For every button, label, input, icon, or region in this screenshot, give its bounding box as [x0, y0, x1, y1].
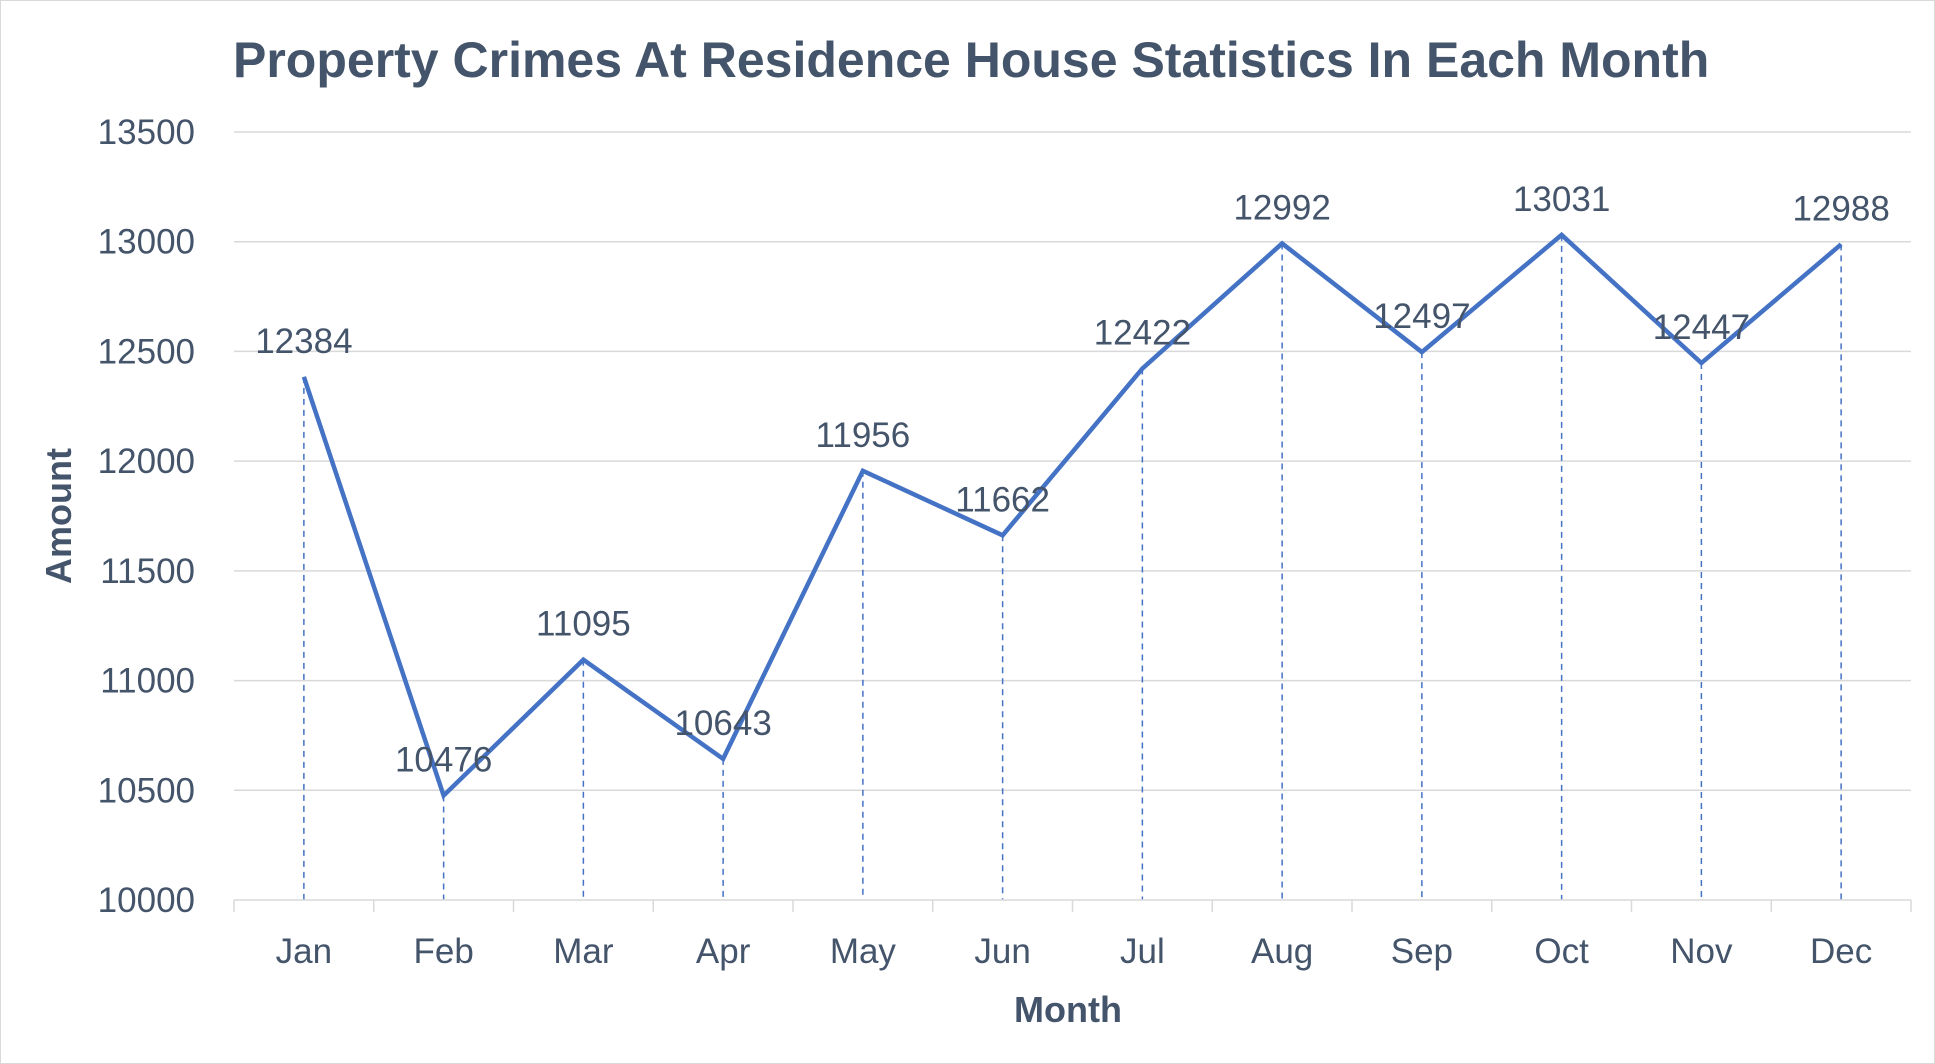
data-label: 11095 — [536, 605, 631, 644]
data-label: 13031 — [1513, 180, 1610, 219]
x-tick-label: Apr — [696, 932, 751, 971]
x-tick-label: Jul — [1120, 932, 1165, 971]
x-tick-label: Jun — [974, 932, 1030, 971]
x-tick-label: Sep — [1391, 932, 1453, 971]
x-tick-label: Aug — [1251, 932, 1313, 971]
data-label: 11956 — [816, 416, 911, 455]
gridlines — [234, 131, 1911, 792]
x-axis-labels: Jan Feb Mar Apr May Jun Jul Aug Sep Oct Nov Dec — [276, 932, 1873, 971]
x-tick-label: Jan — [276, 932, 332, 971]
y-tick-label: 13500 — [98, 113, 195, 152]
x-tick-label: Dec — [1810, 932, 1872, 971]
x-tick-label: May — [830, 932, 897, 971]
data-label: 12422 — [1094, 314, 1191, 353]
y-tick-label: 10000 — [98, 881, 195, 920]
y-tick-label: 12000 — [98, 442, 195, 481]
data-label: 10643 — [674, 704, 771, 743]
y-tick-label: 13000 — [98, 223, 195, 262]
y-axis: 10000 10500 11000 11500 12000 12500 13000 13500 — [98, 113, 195, 920]
data-label: 12497 — [1373, 297, 1470, 336]
data-labels: 12384 10476 11095 10643 11956 11662 12422 12992… — [255, 180, 1890, 780]
y-tick-label: 10500 — [98, 771, 195, 810]
chart-title: Property Crimes At Residence House Stati… — [233, 32, 1709, 88]
data-label: 12447 — [1653, 308, 1750, 347]
x-tick-label: Nov — [1670, 932, 1733, 971]
x-tick-label: Oct — [1534, 932, 1589, 971]
x-tick-label: Mar — [553, 932, 614, 971]
data-label: 12992 — [1233, 188, 1330, 227]
y-axis-title: Amount — [38, 448, 79, 584]
x-axis — [233, 899, 1912, 912]
x-tick-label: Feb — [413, 932, 473, 971]
y-tick-label: 11500 — [100, 552, 195, 591]
data-label: 12384 — [255, 322, 352, 361]
drop-lines — [303, 234, 1842, 900]
data-label: 11662 — [955, 480, 1050, 519]
y-tick-label: 12500 — [98, 332, 195, 371]
x-axis-title: Month — [1014, 989, 1122, 1030]
data-label: 12988 — [1792, 189, 1889, 228]
y-tick-label: 11000 — [100, 662, 195, 701]
series-line — [301, 231, 1843, 800]
data-label: 10476 — [395, 741, 492, 780]
series-layer — [301, 231, 1843, 800]
